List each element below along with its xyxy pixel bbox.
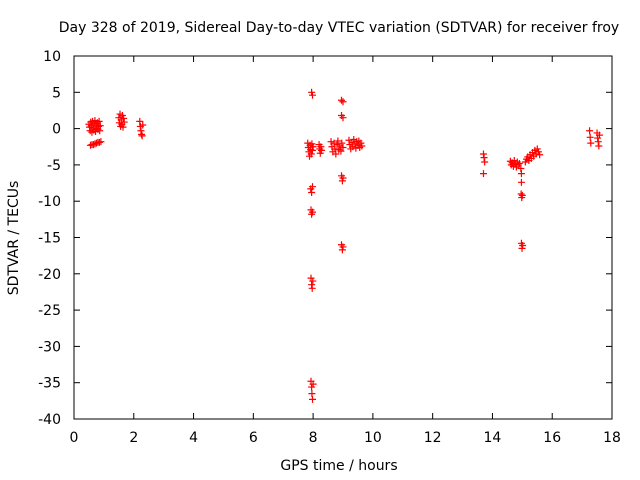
data-point-plus-marker — [309, 91, 317, 99]
x-tick-label: 2 — [129, 430, 138, 446]
x-tick-label: 6 — [249, 430, 258, 446]
data-point-plus-marker — [139, 121, 147, 129]
data-point-plus-marker — [120, 118, 128, 126]
data-point-plus-marker — [307, 150, 315, 158]
data-point-plus-marker — [338, 139, 346, 147]
data-point-plus-marker — [327, 138, 335, 146]
data-point-plus-marker — [309, 183, 317, 191]
data-point-plus-marker — [518, 191, 526, 199]
data-point-plus-marker — [339, 174, 347, 182]
y-tick-label: 5 — [52, 85, 61, 101]
data-point-plus-marker — [86, 141, 94, 149]
x-tick-label: 18 — [603, 430, 621, 446]
chart-title: Day 328 of 2019, Sidereal Day-to-day VTE… — [59, 20, 619, 36]
data-point-plus-marker — [339, 143, 347, 151]
data-point-plus-marker — [331, 145, 339, 153]
data-point-plus-marker — [308, 284, 316, 292]
data-point-plus-marker — [309, 143, 317, 151]
y-axis-label: SDTVAR / TECUs — [6, 181, 22, 296]
data-point-plus-marker — [119, 123, 127, 131]
data-point-plus-marker — [339, 98, 347, 106]
data-point-plus-marker — [89, 141, 97, 149]
y-tick-label: -35 — [38, 376, 61, 392]
data-point-plus-marker — [481, 158, 489, 166]
x-tick-label: 8 — [309, 430, 318, 446]
x-axis-label: GPS time / hours — [280, 458, 397, 474]
y-tick-label: -40 — [38, 412, 61, 428]
data-point-plus-marker — [338, 96, 346, 104]
data-point-plus-marker — [309, 208, 317, 216]
y-tick-label: -25 — [38, 303, 61, 319]
x-tick-label: 4 — [189, 430, 198, 446]
data-point-plus-marker — [333, 141, 341, 149]
data-point-plus-marker — [97, 138, 105, 146]
y-tick-label: 10 — [43, 49, 61, 65]
data-point-plus-marker — [515, 159, 523, 167]
data-point-plus-marker — [92, 139, 100, 147]
data-point-plus-marker — [517, 170, 525, 178]
data-point-plus-marker — [595, 142, 603, 150]
data-point-plus-marker — [138, 132, 146, 140]
data-point-plus-marker — [309, 395, 317, 403]
y-tick-label: 0 — [52, 122, 61, 138]
x-tick-label: 16 — [543, 430, 561, 446]
data-point-plus-marker — [91, 140, 99, 148]
y-tick-label: -10 — [38, 194, 61, 210]
data-point-plus-marker — [309, 380, 317, 388]
y-tick-label: -15 — [38, 231, 61, 247]
data-point-plus-marker — [96, 122, 104, 130]
plot-frame — [73, 55, 613, 420]
data-point-plus-marker — [330, 139, 338, 147]
data-point-plus-marker — [317, 146, 325, 154]
data-point-plus-marker — [337, 147, 345, 155]
data-point-plus-marker — [514, 161, 522, 169]
y-tick-label: -30 — [38, 339, 61, 355]
data-point-plus-marker — [587, 139, 595, 147]
data-point-plus-marker — [309, 277, 317, 285]
data-point-plus-marker — [95, 138, 103, 146]
data-point-plus-marker — [339, 114, 347, 122]
data-point-plus-marker — [510, 157, 518, 165]
x-tick-label: 10 — [364, 430, 382, 446]
x-tick-label: 12 — [424, 430, 442, 446]
data-points — [85, 88, 603, 403]
data-point-plus-marker — [358, 142, 366, 150]
data-point-plus-marker — [519, 241, 527, 249]
y-tick-label: -20 — [38, 267, 61, 283]
data-point-plus-marker — [332, 150, 340, 158]
axis-ticks: 0 2 4 6 8 10 12 14 16 18 10 5 0 -5 -10 -15 -20 -25 -30 -35 -… — [38, 49, 621, 446]
data-point-plus-marker — [334, 137, 342, 145]
data-point-plus-marker — [479, 170, 487, 178]
data-point-plus-marker — [308, 188, 316, 196]
data-point-plus-marker — [95, 117, 103, 125]
y-tick-label: -5 — [47, 158, 61, 174]
data-point-plus-marker — [517, 178, 525, 186]
x-tick-label: 14 — [484, 430, 502, 446]
data-point-plus-marker — [595, 131, 603, 139]
data-point-plus-marker — [339, 243, 347, 251]
x-tick-label: 0 — [70, 430, 79, 446]
data-point-plus-marker — [586, 127, 594, 135]
data-point-plus-marker — [536, 151, 544, 159]
